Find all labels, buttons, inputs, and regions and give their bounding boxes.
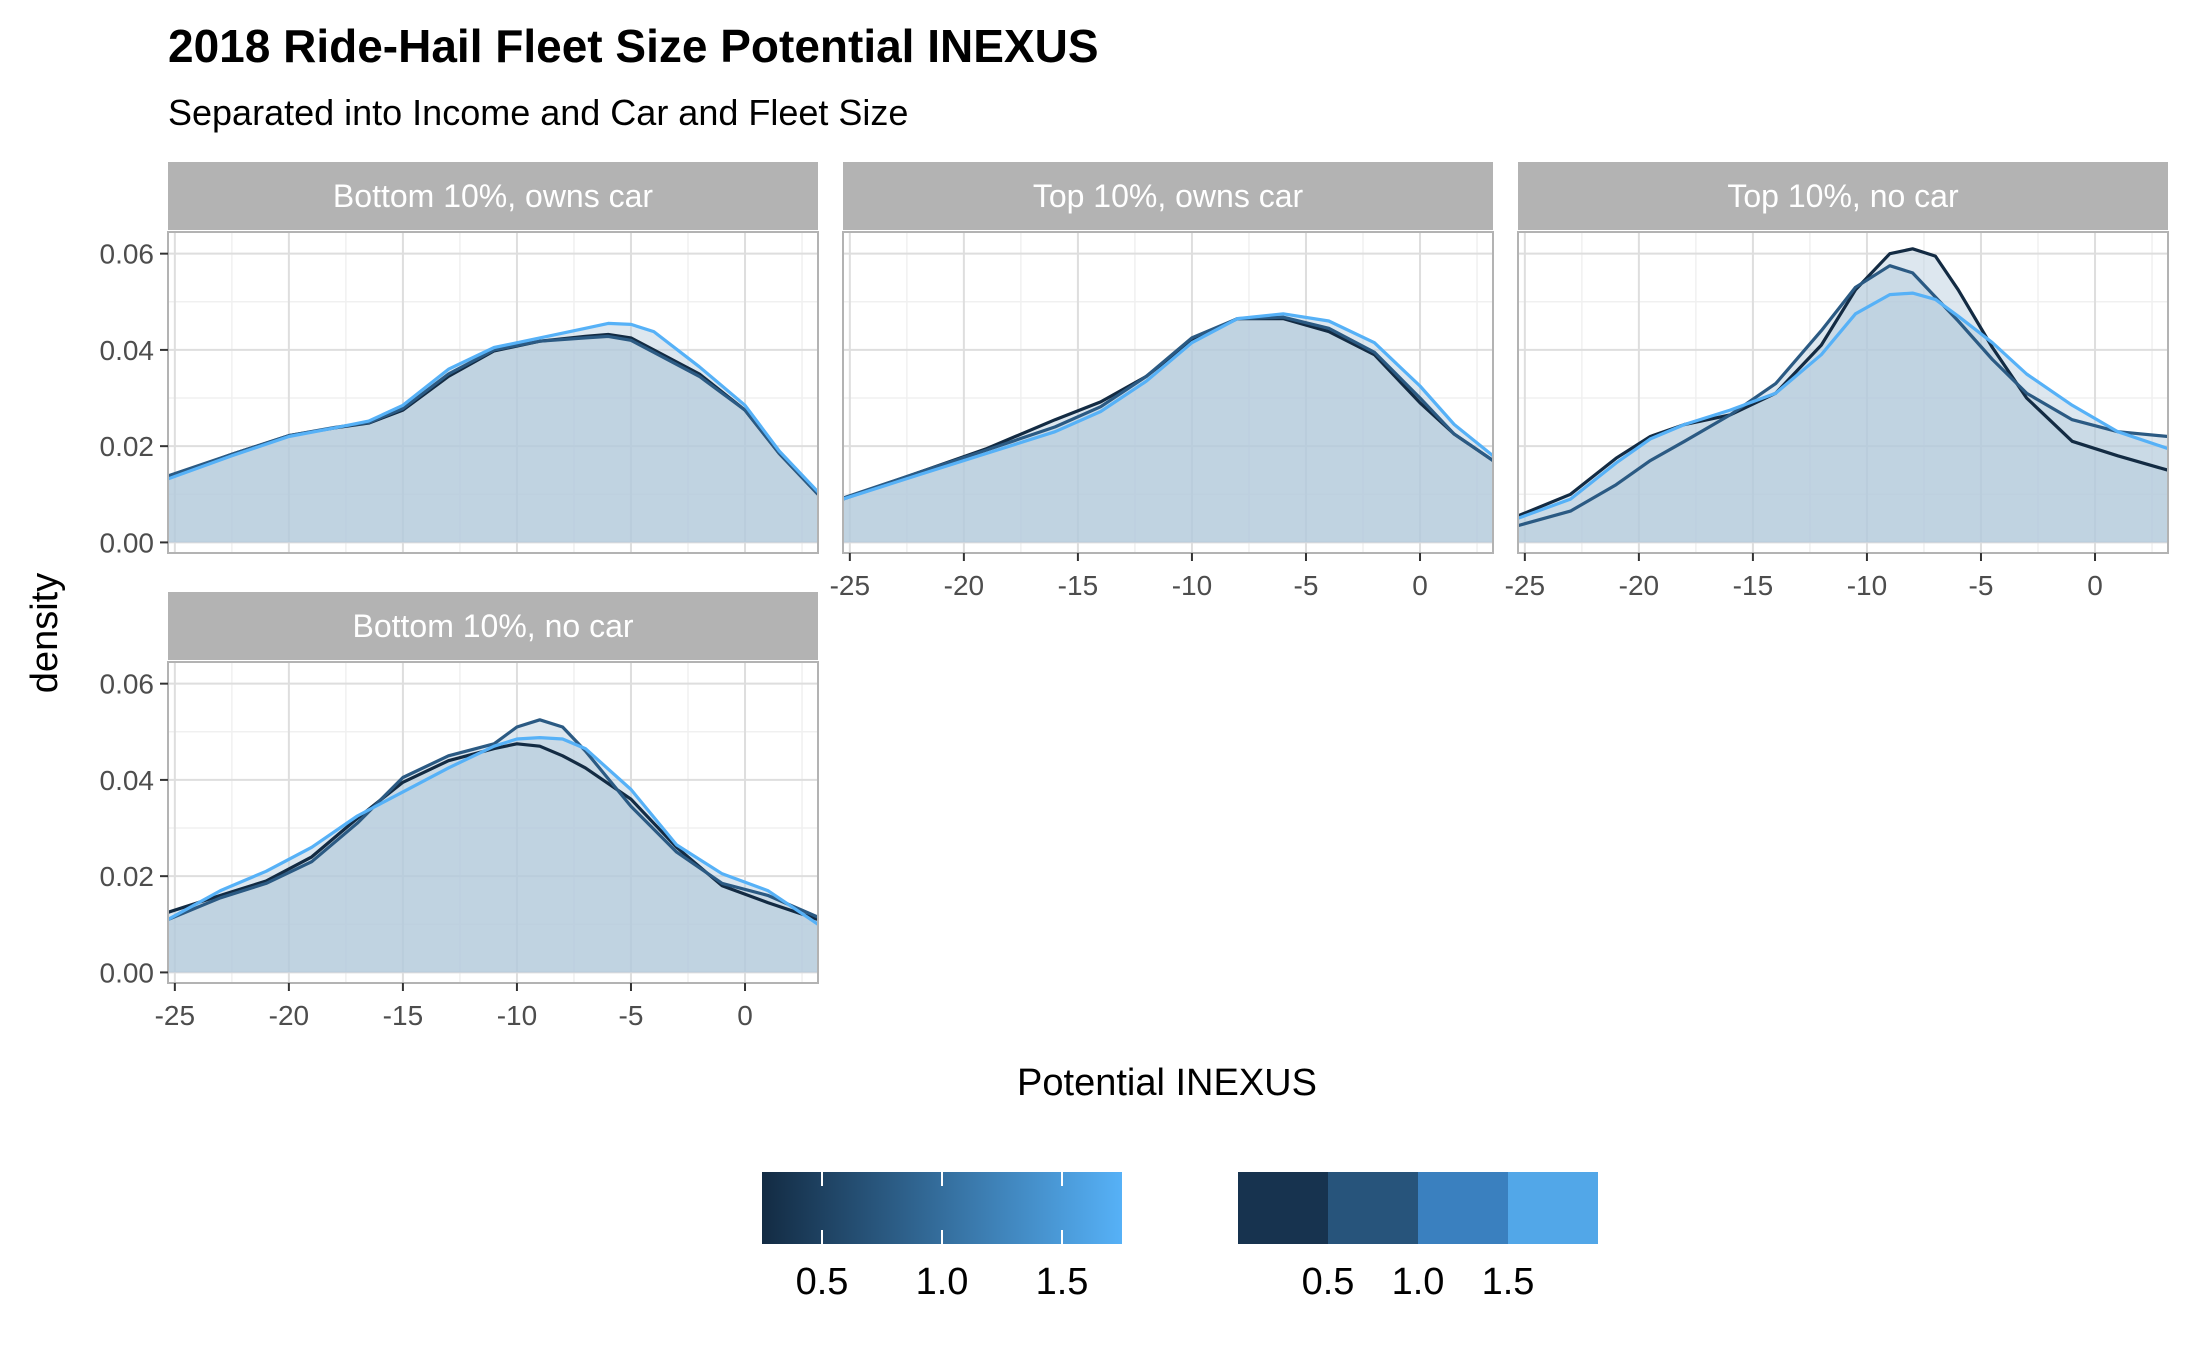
x-tick-label: -20 bbox=[1619, 570, 1659, 601]
y-tick-label: 0.04 bbox=[100, 335, 155, 366]
legend-bin-label: 1.5 bbox=[1482, 1261, 1535, 1303]
legends: 0.5 1.0 1.5 0.5 1.0 1.5 bbox=[762, 1172, 1598, 1303]
x-tick-label: 0 bbox=[2087, 570, 2103, 601]
x-tick-label: -25 bbox=[830, 570, 870, 601]
legend-bin bbox=[1328, 1172, 1418, 1244]
density-line bbox=[843, 312, 1493, 501]
legend-bin-label: 1.0 bbox=[1392, 1261, 1445, 1303]
colorbar-label: 0.5 bbox=[796, 1261, 849, 1303]
facet-panel: Bottom 10%, owns car 0.00 0.02 0.04 0.06 bbox=[100, 162, 819, 558]
x-tick-label: -10 bbox=[1172, 570, 1212, 601]
density-line bbox=[168, 718, 818, 921]
x-tick-label: -20 bbox=[269, 1000, 309, 1031]
density-line bbox=[843, 315, 1493, 500]
density-area bbox=[168, 719, 818, 973]
facet-strip-label: Bottom 10%, owns car bbox=[333, 178, 653, 214]
facet-panel: Top 10%, no car -25 -20 -15 -10 -5 0 bbox=[1505, 162, 2169, 601]
facet-panel: Top 10%, owns car -25 -20 -15 -10 -5 0 bbox=[830, 162, 1494, 601]
density-area bbox=[1518, 248, 2168, 543]
y-tick-label: 0.02 bbox=[100, 431, 155, 462]
x-tick-label: -25 bbox=[155, 1000, 195, 1031]
density-line bbox=[1518, 291, 2168, 520]
x-tick-label: -15 bbox=[1058, 570, 1098, 601]
x-tick-label: -10 bbox=[1847, 570, 1887, 601]
facet-panels: Bottom 10%, owns car 0.00 0.02 0.04 0.06 Top … bbox=[100, 162, 2169, 1031]
density-area bbox=[168, 336, 818, 543]
facet-strip bbox=[168, 162, 818, 230]
density-line bbox=[1518, 264, 2168, 528]
colorbar-label: 1.5 bbox=[1036, 1261, 1089, 1303]
density-area bbox=[1518, 265, 2168, 543]
legend-bin bbox=[1508, 1172, 1598, 1244]
x-tick-label: -15 bbox=[383, 1000, 423, 1031]
facet-strip-label: Bottom 10%, no car bbox=[352, 608, 633, 644]
x-tick-label: 0 bbox=[1412, 570, 1428, 601]
facet-strip bbox=[168, 592, 818, 660]
facet-strip-label: Top 10%, owns car bbox=[1033, 178, 1304, 214]
panel-background bbox=[843, 232, 1493, 553]
chart-title: 2018 Ride-Hail Fleet Size Potential INEX… bbox=[168, 20, 1099, 72]
panel-border bbox=[842, 231, 1494, 554]
x-tick-label: -5 bbox=[1969, 570, 1994, 601]
density-area bbox=[843, 317, 1493, 543]
density-line bbox=[168, 742, 818, 922]
legend-bin bbox=[1418, 1172, 1508, 1244]
facet-strip bbox=[1518, 162, 2168, 230]
legend-bin-label: 0.5 bbox=[1302, 1261, 1355, 1303]
density-area bbox=[168, 743, 818, 973]
density-area bbox=[168, 737, 818, 973]
y-tick-label: 0.06 bbox=[100, 669, 155, 700]
density-area bbox=[168, 323, 818, 543]
x-tick-label: -15 bbox=[1733, 570, 1773, 601]
y-tick-label: 0.00 bbox=[100, 957, 155, 988]
panel-border bbox=[167, 661, 819, 984]
facet-panel: Bottom 10%, no car 0.00 0.02 0.04 0.06 -25 -20… bbox=[100, 592, 819, 1031]
y-tick-label: 0.06 bbox=[100, 239, 155, 270]
x-tick-label: -5 bbox=[1294, 570, 1319, 601]
y-tick-label: 0.00 bbox=[100, 527, 155, 558]
y-tick-label: 0.04 bbox=[100, 765, 155, 796]
facet-strip bbox=[843, 162, 1493, 230]
colorbar-label: 1.0 bbox=[916, 1261, 969, 1303]
x-tick-label: -25 bbox=[1505, 570, 1545, 601]
legend-bin bbox=[1238, 1172, 1328, 1244]
panel-border bbox=[1517, 231, 2169, 554]
density-area bbox=[843, 313, 1493, 543]
x-tick-label: 0 bbox=[737, 1000, 753, 1031]
density-area bbox=[843, 318, 1493, 543]
panel-border bbox=[167, 231, 819, 554]
legend-colorbar: 0.5 1.0 1.5 bbox=[762, 1172, 1122, 1303]
chart-subtitle: Separated into Income and Car and Fleet … bbox=[168, 92, 908, 133]
panel-background bbox=[168, 662, 818, 983]
x-tick-label: -20 bbox=[944, 570, 984, 601]
panel-background bbox=[168, 232, 818, 553]
x-axis-title: Potential INEXUS bbox=[1017, 1062, 1317, 1104]
legend-binned: 0.5 1.0 1.5 bbox=[1238, 1172, 1598, 1303]
y-tick-label: 0.02 bbox=[100, 861, 155, 892]
density-line bbox=[168, 736, 818, 926]
y-axis-title: density bbox=[24, 573, 66, 693]
facet-strip-label: Top 10%, no car bbox=[1727, 178, 1959, 214]
density-line bbox=[168, 321, 818, 494]
panel-background bbox=[1518, 232, 2168, 553]
density-line bbox=[1518, 247, 2168, 518]
x-tick-label: -10 bbox=[497, 1000, 537, 1031]
density-area bbox=[168, 334, 818, 543]
x-tick-label: -5 bbox=[619, 1000, 644, 1031]
